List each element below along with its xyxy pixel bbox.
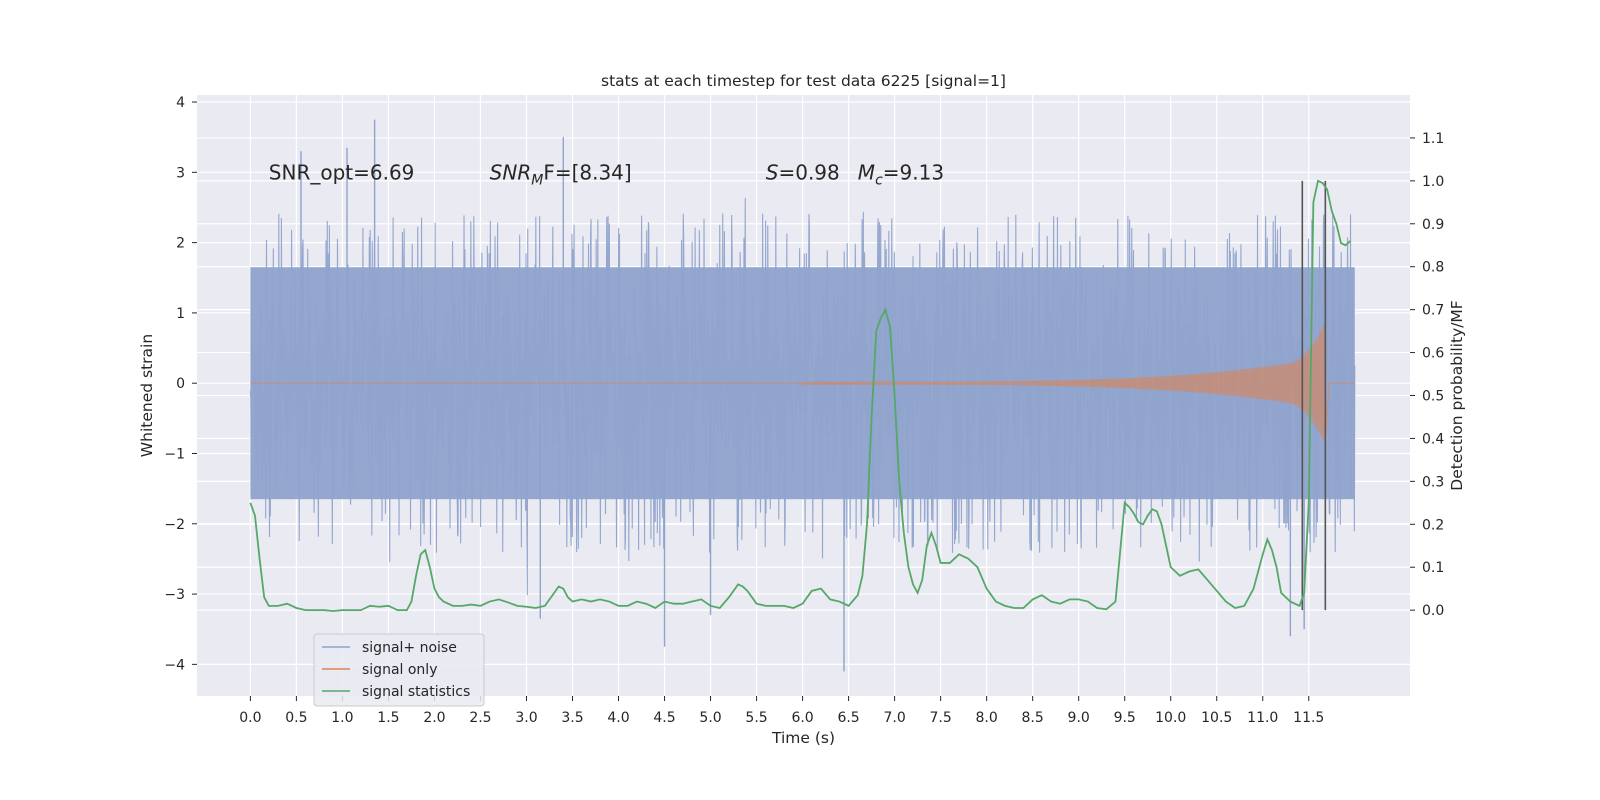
y-right-tick-label: 0.4 bbox=[1422, 431, 1444, 447]
y-tick-label: 2 bbox=[176, 236, 185, 252]
y-right-tick-label: 0.3 bbox=[1422, 474, 1444, 490]
y-right-tick-label: 0.5 bbox=[1422, 389, 1444, 405]
x-tick-label: 1.5 bbox=[377, 710, 399, 726]
x-tick-label: 11.5 bbox=[1293, 710, 1324, 726]
y-right-tick-label: 0.7 bbox=[1422, 303, 1444, 319]
annotation-1: SNRMF=[8.34] bbox=[490, 160, 632, 188]
annotation-value: F=[8.34] bbox=[543, 160, 631, 184]
annotation-0: SNR_opt=6.69 bbox=[269, 160, 415, 184]
y-right-tick-label: 0.2 bbox=[1422, 517, 1444, 533]
y-tick-label: 4 bbox=[176, 95, 185, 111]
x-tick-label: 7.0 bbox=[883, 710, 905, 726]
annotation-2: S=0.98 bbox=[766, 160, 840, 184]
stats-line bbox=[249, 179, 1351, 612]
y-tick-label: 0 bbox=[176, 376, 185, 392]
x-tick-label: 10.0 bbox=[1155, 710, 1186, 726]
annotation-symbol: S bbox=[766, 160, 779, 184]
y-tick-label: −2 bbox=[164, 517, 185, 533]
x-tick-label: 7.5 bbox=[929, 710, 951, 726]
x-tick-label: 4.5 bbox=[653, 710, 675, 726]
x-tick-label: 3.5 bbox=[561, 710, 583, 726]
x-tick-label: 6.5 bbox=[837, 710, 859, 726]
annotation-symbol: SNR bbox=[490, 160, 532, 184]
x-tick-label: 6.0 bbox=[791, 710, 813, 726]
annotation-subscript: M bbox=[531, 172, 543, 188]
x-tick-label: 0.0 bbox=[239, 710, 261, 726]
annotation-subscript: c bbox=[875, 172, 883, 188]
x-tick-label: 2.0 bbox=[423, 710, 445, 726]
annotation-value: =0.98 bbox=[778, 160, 839, 184]
x-tick-label: 8.0 bbox=[976, 710, 998, 726]
x-tick-label: 2.5 bbox=[469, 710, 491, 726]
noise-trace bbox=[249, 197, 1356, 596]
x-tick-label: 3.0 bbox=[515, 710, 537, 726]
x-tick-label: 8.5 bbox=[1022, 710, 1044, 726]
y-right-tick-label: 0.0 bbox=[1422, 603, 1444, 619]
y-right-tick-label: 0.8 bbox=[1422, 260, 1444, 276]
x-tick-label: 1.0 bbox=[331, 710, 353, 726]
x-axis-label: Time (s) bbox=[771, 729, 835, 747]
x-tick-label: 9.5 bbox=[1114, 710, 1136, 726]
x-tick-label: 11.0 bbox=[1247, 710, 1278, 726]
x-tick-label: 9.0 bbox=[1068, 710, 1090, 726]
x-tick-label: 5.0 bbox=[699, 710, 721, 726]
stats-series bbox=[249, 179, 1351, 612]
y-right-tick-label: 1.0 bbox=[1422, 174, 1444, 190]
y-axis-label: Whitened strain bbox=[138, 334, 156, 457]
y-tick-label: −4 bbox=[164, 657, 185, 673]
legend-label-stats: signal statistics bbox=[362, 684, 470, 700]
x-tick-label: 5.5 bbox=[745, 710, 767, 726]
y-right-tick-label: 1.1 bbox=[1422, 131, 1444, 147]
y-tick-label: 1 bbox=[176, 306, 185, 322]
signal-series bbox=[250, 304, 1355, 444]
annotations: SNR_opt=6.69 SNRMF=[8.34] S=0.98 Mc=9.13 bbox=[269, 160, 944, 188]
axes: 0.0 0.5 1.0 1.5 2.0 2.5 3.0 3.5 4.0 4.5 5.0 5.5 6.0 6… bbox=[164, 95, 1444, 726]
y-tick-label: −3 bbox=[164, 587, 185, 603]
legend-label-signal: signal only bbox=[362, 662, 437, 678]
y-axis-right-label: Detection probability/MF bbox=[1448, 300, 1466, 491]
signal-chirp bbox=[250, 304, 1355, 444]
annotation-value: =9.13 bbox=[883, 160, 944, 184]
legend-label-noise: signal+ noise bbox=[362, 640, 457, 656]
annotation-symbol: M bbox=[858, 160, 875, 184]
y-tick-label: −1 bbox=[164, 446, 185, 462]
chart-title: stats at each timestep for test data 622… bbox=[601, 72, 1006, 90]
y-right-tick-label: 0.6 bbox=[1422, 346, 1444, 362]
y-right-tick-label: 0.9 bbox=[1422, 217, 1444, 233]
x-tick-label: 4.0 bbox=[607, 710, 629, 726]
x-tick-label: 10.5 bbox=[1201, 710, 1232, 726]
y-tick-label: 3 bbox=[176, 165, 185, 181]
legend-box bbox=[313, 633, 485, 707]
y-right-tick-label: 0.1 bbox=[1422, 560, 1444, 576]
legend: signal+ noise signal only signal statist… bbox=[313, 633, 485, 707]
x-tick-label: 0.5 bbox=[285, 710, 307, 726]
annotation-3: Mc=9.13 bbox=[858, 160, 944, 188]
vertical-markers bbox=[1301, 180, 1327, 611]
